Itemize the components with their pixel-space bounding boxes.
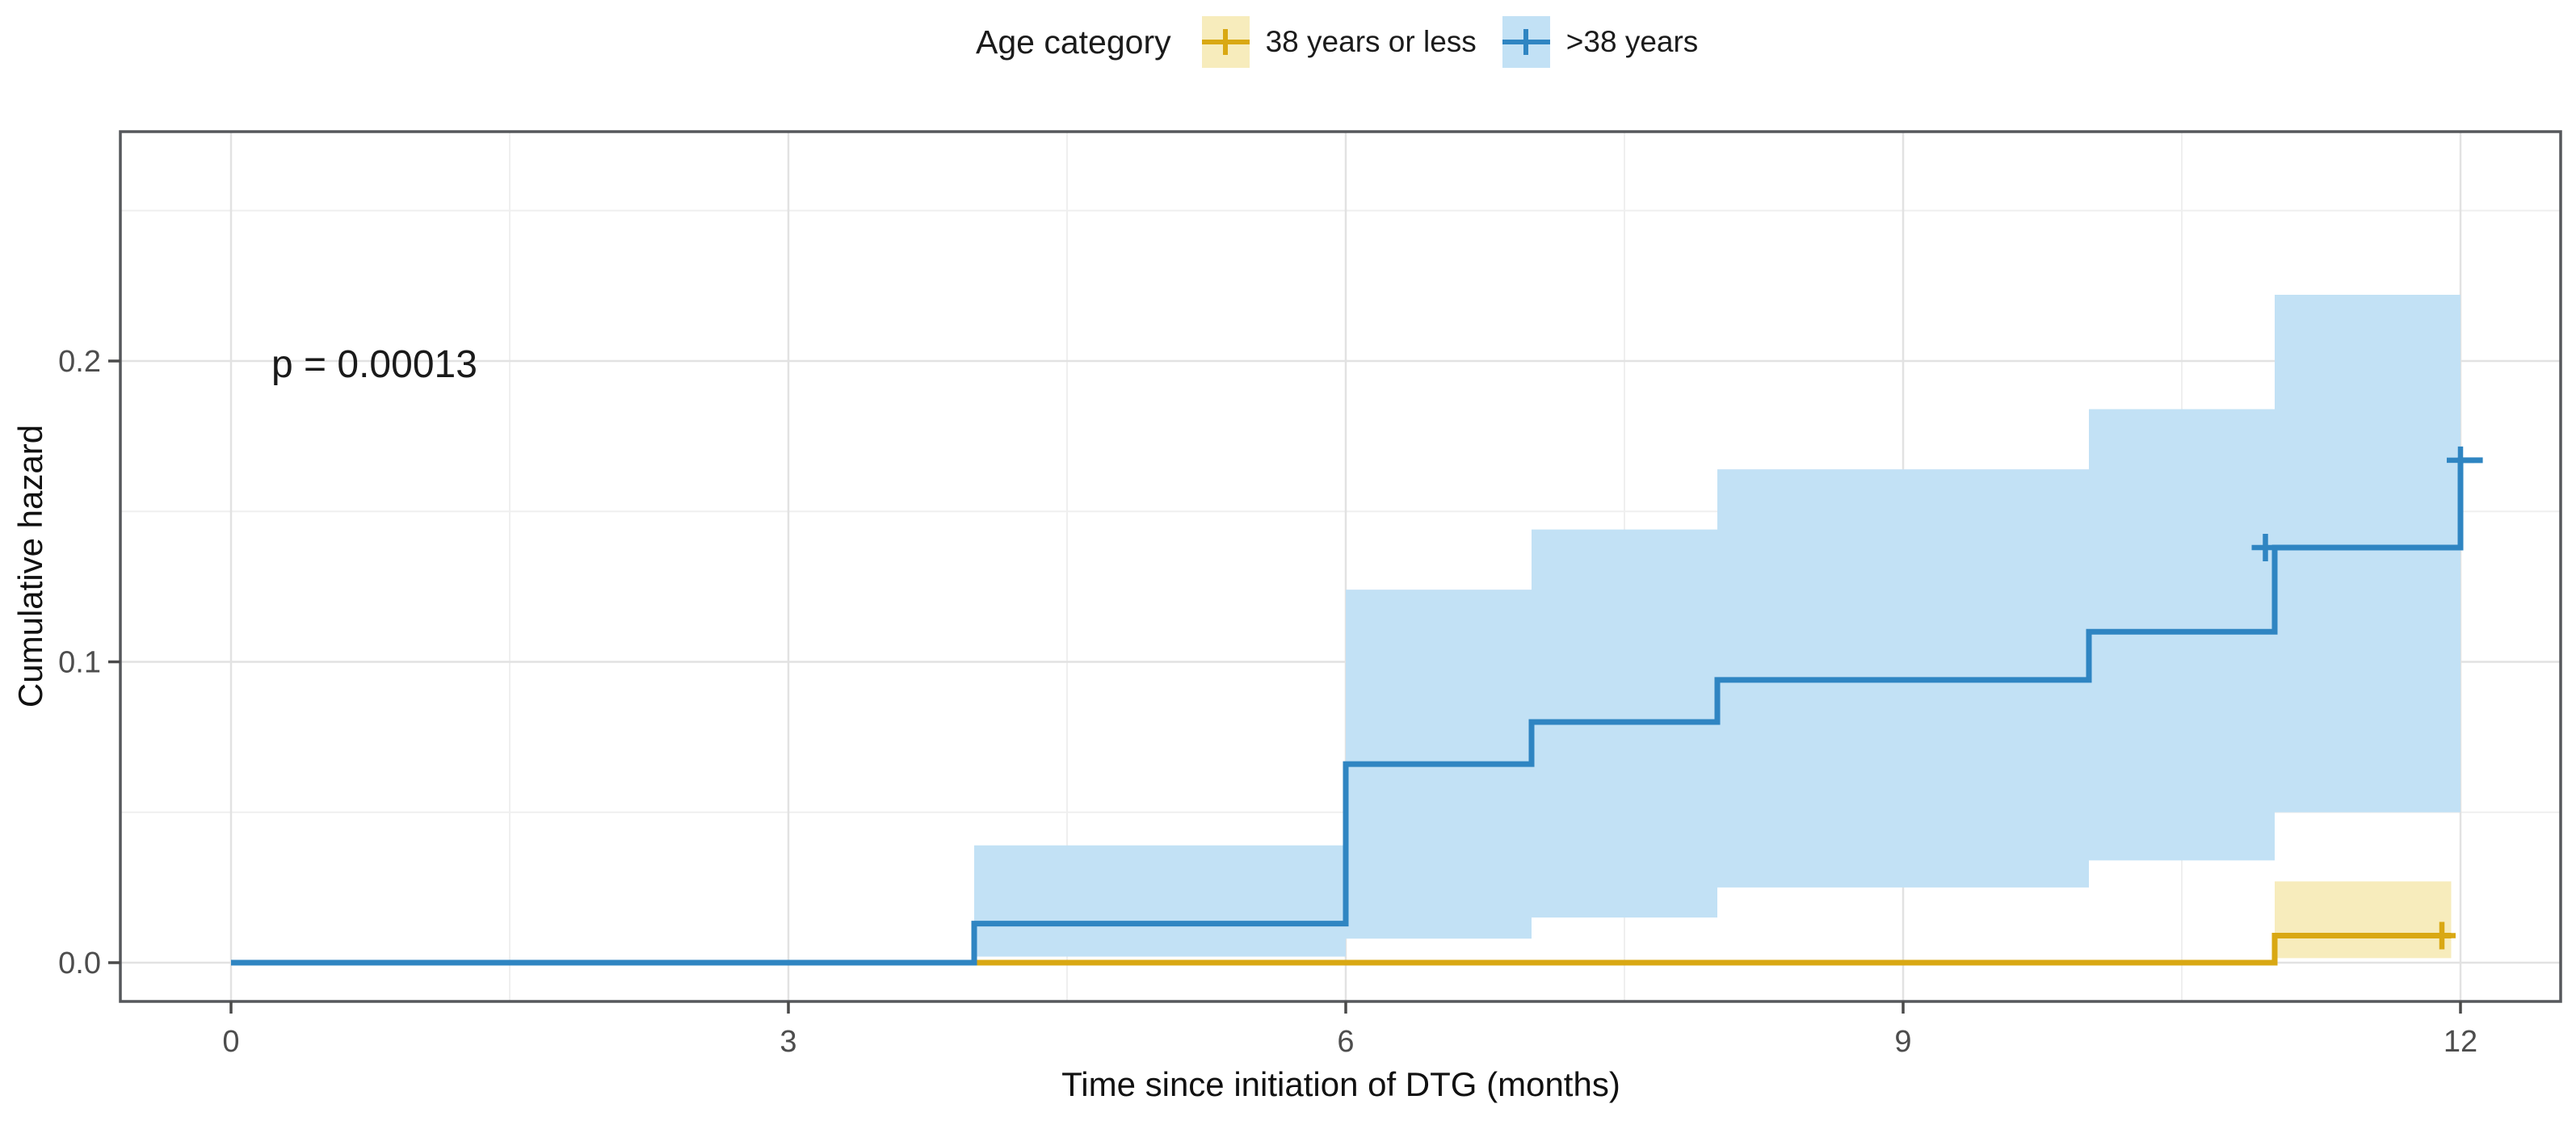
x-tick-label: 0 — [222, 1025, 239, 1059]
y-tick-label: 0.0 — [58, 947, 101, 980]
x-tick-label: 12 — [2444, 1025, 2477, 1059]
hazard-curve-series-1 — [231, 457, 2483, 966]
legend-item-38-or-less: 38 years or less — [1201, 16, 1502, 68]
legend-label: >38 years — [1565, 25, 1699, 58]
legend-label: 38 years or less — [1265, 25, 1477, 58]
legend-key-cross — [1523, 29, 1528, 55]
x-axis-title: Time since initiation of DTG (months) — [1061, 1065, 1620, 1103]
p-value-annotation: p = 0.00013 — [271, 343, 477, 386]
legend-key-cross — [1222, 29, 1228, 55]
y-tick-label: 0.1 — [58, 646, 101, 680]
hazard-curve-series-0 — [231, 932, 2452, 966]
ci-band-series-0 — [2275, 881, 2452, 959]
x-tick-label: 3 — [780, 1025, 796, 1059]
plot-panel: 0 3 6 9 12 0.0 0.1 0.2 — [58, 130, 2562, 1059]
x-tick-label: 6 — [1337, 1025, 1354, 1059]
y-tick-label: 0.2 — [58, 345, 101, 379]
x-tick-label: 9 — [1894, 1025, 1911, 1059]
legend-title: Age category — [976, 23, 1171, 61]
panel-border — [119, 130, 2562, 1003]
legend-item-over-38: >38 years — [1502, 16, 1725, 68]
censor-plus-icon — [1201, 16, 1250, 68]
censor-plus-icon — [1502, 16, 1550, 68]
legend: Age category 38 years or less >38 years — [976, 13, 1724, 71]
y-axis-title: Cumulative hazard — [11, 425, 49, 707]
